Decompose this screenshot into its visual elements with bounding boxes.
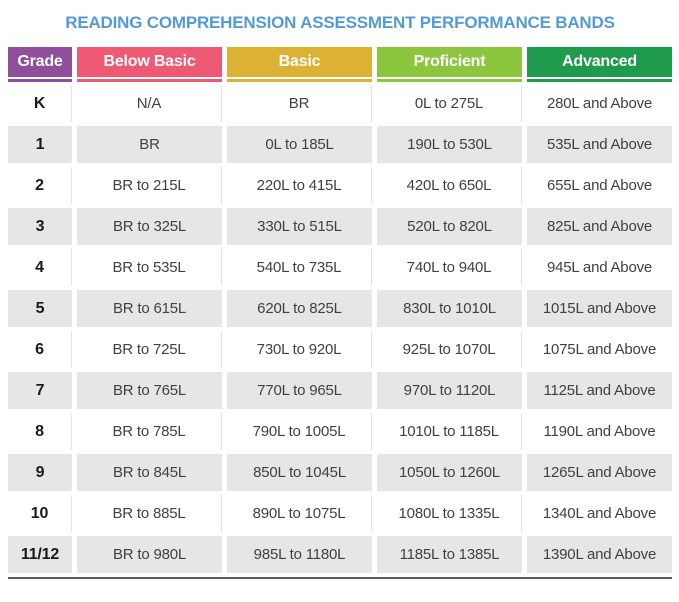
column-header-label: Basic [278, 53, 321, 70]
column-header-basic: Basic [227, 47, 372, 82]
advanced-cell: 280L and Above [527, 85, 672, 122]
advanced-cell: 825L and Above [527, 208, 672, 245]
advanced-cell: 945L and Above [527, 249, 672, 286]
grade-cell: K [8, 85, 72, 122]
advanced-cell: 1390L and Above [527, 536, 672, 573]
advanced-cell: 1075L and Above [527, 331, 672, 368]
basic-cell: 220L to 415L [227, 167, 372, 204]
table-row-grade-3: 3 BR to 325L 330L to 515L 520L to 820L 825L … [8, 208, 672, 245]
column-header-grade: Grade [8, 47, 72, 82]
table-header-row: Grade Below Basic Basic Proficient Advanced [8, 47, 672, 82]
table-body: K N/A BR 0L to 275L 280L and Above 1 BR 0L to 1… [8, 85, 672, 573]
advanced-cell: 1125L and Above [527, 372, 672, 409]
table-bottom-rule [8, 577, 672, 579]
basic-cell: 330L to 515L [227, 208, 372, 245]
basic-cell: 0L to 185L [227, 126, 372, 163]
table-row-grade-8: 8 BR to 785L 790L to 1005L 1010L to 1185L 11… [8, 413, 672, 450]
below-basic-cell: BR to 980L [77, 536, 222, 573]
below-basic-cell: BR to 765L [77, 372, 222, 409]
table-row-grade-1: 1 BR 0L to 185L 190L to 530L 535L and Above [8, 126, 672, 163]
table-row-grade-10: 10 BR to 885L 890L to 1075L 1080L to 1335L 1… [8, 495, 672, 532]
basic-cell: 730L to 920L [227, 331, 372, 368]
grade-cell: 6 [8, 331, 72, 368]
grade-cell: 4 [8, 249, 72, 286]
column-header-below-basic: Below Basic [77, 47, 222, 82]
grade-cell: 3 [8, 208, 72, 245]
column-header-label: Below Basic [103, 53, 196, 70]
below-basic-cell: BR to 535L [77, 249, 222, 286]
table-row-grade-7: 7 BR to 765L 770L to 965L 970L to 1120L 1125… [8, 372, 672, 409]
proficient-cell: 740L to 940L [377, 249, 522, 286]
proficient-cell: 420L to 650L [377, 167, 522, 204]
basic-cell: 985L to 1180L [227, 536, 372, 573]
below-basic-cell: BR to 885L [77, 495, 222, 532]
below-basic-cell: BR to 215L [77, 167, 222, 204]
advanced-cell: 1190L and Above [527, 413, 672, 450]
advanced-cell: 655L and Above [527, 167, 672, 204]
grade-cell: 2 [8, 167, 72, 204]
grade-cell: 8 [8, 413, 72, 450]
basic-cell: 540L to 735L [227, 249, 372, 286]
proficient-cell: 1080L to 1335L [377, 495, 522, 532]
table-row-grade-k: K N/A BR 0L to 275L 280L and Above [8, 85, 672, 122]
table-row-grade-9: 9 BR to 845L 850L to 1045L 1050L to 1260L 12… [8, 454, 672, 491]
page-title: READING COMPREHENSION ASSESSMENT PERFORM… [65, 13, 615, 32]
proficient-cell: 0L to 275L [377, 85, 522, 122]
below-basic-cell: N/A [77, 85, 222, 122]
proficient-cell: 970L to 1120L [377, 372, 522, 409]
table-row-grade-11-12: 11/12 BR to 980L 985L to 1180L 1185L to 138… [8, 536, 672, 573]
advanced-cell: 1340L and Above [527, 495, 672, 532]
basic-cell: 770L to 965L [227, 372, 372, 409]
advanced-cell: 1015L and Above [527, 290, 672, 327]
basic-cell: 620L to 825L [227, 290, 372, 327]
proficient-cell: 1010L to 1185L [377, 413, 522, 450]
column-header-proficient: Proficient [377, 47, 522, 82]
table-row-grade-2: 2 BR to 215L 220L to 415L 420L to 650L 655L … [8, 167, 672, 204]
proficient-cell: 925L to 1070L [377, 331, 522, 368]
proficient-cell: 830L to 1010L [377, 290, 522, 327]
grade-cell: 7 [8, 372, 72, 409]
basic-cell: 850L to 1045L [227, 454, 372, 491]
advanced-cell: 1265L and Above [527, 454, 672, 491]
column-header-advanced: Advanced [527, 47, 672, 82]
below-basic-cell: BR to 785L [77, 413, 222, 450]
basic-cell: 890L to 1075L [227, 495, 372, 532]
assessment-table: Grade Below Basic Basic Proficient Advanced … [8, 47, 672, 579]
basic-cell: 790L to 1005L [227, 413, 372, 450]
grade-cell: 1 [8, 126, 72, 163]
basic-cell: BR [227, 85, 372, 122]
table-row-grade-6: 6 BR to 725L 730L to 920L 925L to 1070L 1075… [8, 331, 672, 368]
proficient-cell: 520L to 820L [377, 208, 522, 245]
table-row-grade-5: 5 BR to 615L 620L to 825L 830L to 1010L 1015… [8, 290, 672, 327]
proficient-cell: 190L to 530L [377, 126, 522, 163]
proficient-cell: 1185L to 1385L [377, 536, 522, 573]
column-header-label: Advanced [562, 53, 637, 70]
below-basic-cell: BR to 325L [77, 208, 222, 245]
below-basic-cell: BR [77, 126, 222, 163]
below-basic-cell: BR to 725L [77, 331, 222, 368]
grade-cell: 10 [8, 495, 72, 532]
column-header-label: Proficient [413, 53, 486, 70]
grade-cell: 9 [8, 454, 72, 491]
proficient-cell: 1050L to 1260L [377, 454, 522, 491]
table-row-grade-4: 4 BR to 535L 540L to 735L 740L to 940L 945L … [8, 249, 672, 286]
below-basic-cell: BR to 615L [77, 290, 222, 327]
below-basic-cell: BR to 845L [77, 454, 222, 491]
advanced-cell: 535L and Above [527, 126, 672, 163]
grade-cell: 11/12 [8, 536, 72, 573]
grade-cell: 5 [8, 290, 72, 327]
column-header-label: Grade [17, 53, 63, 70]
